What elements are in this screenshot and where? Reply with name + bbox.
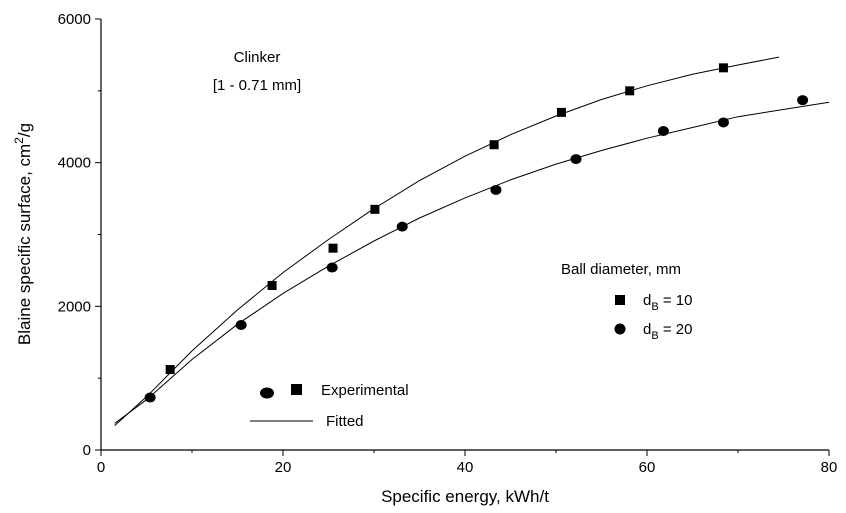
data-point-square: [267, 281, 277, 291]
y-tick-label: 6000: [58, 11, 91, 28]
fit-curve-circle: [114, 101, 830, 424]
legend-series: Ball diameter, mm dB = 10 dB = 20: [561, 261, 692, 342]
data-point-circle: [396, 221, 408, 232]
data-point-square: [165, 365, 175, 375]
data-point-circle: [235, 320, 247, 331]
x-tick-label: 0: [97, 459, 105, 476]
data-point-square: [625, 86, 635, 96]
y-axis-title: Blaine specific surface, cm2/g: [12, 123, 34, 345]
y-tick-label: 4000: [58, 155, 91, 172]
legend-experimental-square-icon: [291, 384, 302, 395]
data-point-square: [556, 107, 566, 117]
y-tick-label: 2000: [58, 298, 91, 315]
y-tick-label: 0: [83, 442, 91, 459]
x-tick-label: 60: [639, 459, 656, 476]
legend-experimental-label: Experimental: [321, 382, 409, 399]
data-point-circle: [570, 154, 582, 165]
fit-curve-square: [114, 56, 780, 426]
axes: 0 20 40 60 80 0 2000 4000 6000: [58, 11, 838, 476]
annotation-material: Clinker: [234, 49, 281, 66]
data-points: [144, 63, 809, 403]
x-axis-title: Specific energy, kWh/t: [381, 487, 549, 506]
data-point-circle: [144, 392, 156, 403]
x-tick-label: 40: [457, 459, 474, 476]
data-point-circle: [490, 184, 502, 195]
legend-experimental-circle-icon: [260, 387, 274, 399]
legend-square-marker: [615, 295, 625, 305]
legend-series-title: Ball diameter, mm: [561, 261, 681, 278]
data-point-square: [370, 204, 380, 214]
plot-area: 0 20 40 60 80 0 2000 4000 6000: [58, 11, 838, 476]
data-point-circle: [326, 262, 338, 273]
legend-fitted-label: Fitted: [326, 413, 364, 430]
x-tick-label: 80: [821, 459, 838, 476]
data-point-square: [718, 63, 728, 73]
data-point-square: [489, 140, 499, 150]
fitted-curves: [114, 56, 830, 426]
legend-type: Experimental Fitted: [250, 382, 409, 430]
legend-circle-marker: [614, 323, 626, 335]
data-point-square: [328, 243, 338, 253]
x-tick-label: 20: [275, 459, 292, 476]
data-point-circle: [657, 126, 669, 137]
legend-item-dB10: dB = 10: [643, 292, 692, 313]
annotation-size-range: [1 - 0.71 mm]: [213, 77, 301, 94]
data-point-circle: [717, 117, 729, 128]
data-point-circle: [797, 95, 809, 106]
legend-item-dB20: dB = 20: [643, 321, 692, 342]
